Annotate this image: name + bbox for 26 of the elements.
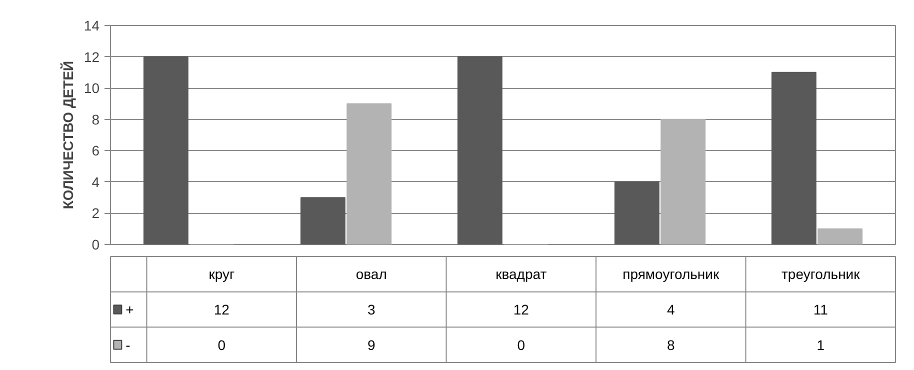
x-tick-label: круг <box>208 266 235 282</box>
legend-label: - <box>126 336 131 353</box>
y-tick-label: 4 <box>92 174 100 190</box>
data-label: 11 <box>813 302 828 318</box>
data-label: 0 <box>517 336 526 353</box>
y-tick-label: 0 <box>92 236 100 252</box>
y-tick-label: 8 <box>92 111 100 128</box>
y-axis-title: КОЛИЧЕСТВО ДЕТЕЙ <box>60 60 76 210</box>
data-label: 0 <box>218 336 226 353</box>
data-label: 12 <box>513 302 530 318</box>
data-label: 9 <box>367 336 376 353</box>
data-label: 12 <box>214 302 230 318</box>
y-tick-label: 14 <box>84 18 100 34</box>
data-label: 8 <box>666 336 675 353</box>
legend-label: + <box>126 302 134 318</box>
data-label: 4 <box>666 302 675 318</box>
y-tick-label: 12 <box>84 48 100 65</box>
y-tick-label: 10 <box>84 80 100 96</box>
x-tick-label: овал <box>356 266 387 282</box>
x-tick-label: треугольник <box>782 266 861 282</box>
y-tick-label: 6 <box>92 142 100 159</box>
data-label: 3 <box>367 302 376 318</box>
x-tick-label: квадрат <box>496 266 548 282</box>
data-label: 1 <box>816 336 825 353</box>
y-tick-label: 2 <box>92 205 100 222</box>
x-tick-label: прямоугольник <box>622 266 720 282</box>
